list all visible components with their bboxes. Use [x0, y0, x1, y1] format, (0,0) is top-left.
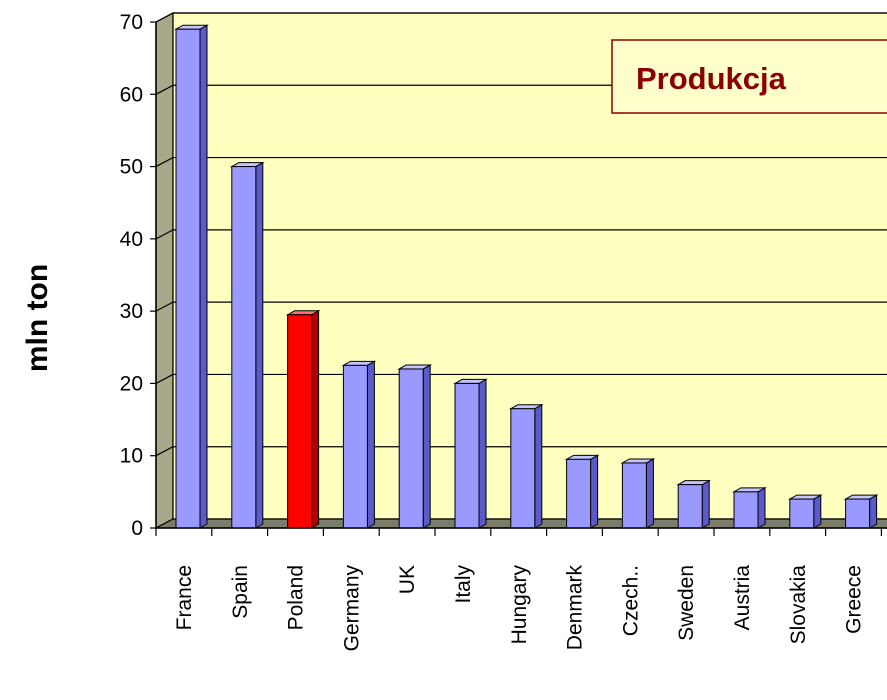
bar-spain: [229, 161, 265, 529]
gridline-diagonal: [155, 301, 174, 312]
y-tick-label: 20: [120, 372, 143, 395]
gridline-diagonal: [155, 84, 174, 95]
chart-title-box: Produkcja: [611, 39, 887, 114]
title-box-background: [611, 39, 887, 114]
bar-france: [174, 24, 209, 529]
bar-denmark: [564, 454, 600, 529]
x-tick-label: Denmark: [564, 565, 587, 651]
bar-poland: [285, 309, 321, 529]
x-tick-label: Spain: [229, 565, 252, 619]
bar-side: [478, 378, 487, 529]
y-tick-label: 50: [120, 156, 143, 179]
bar-czech: [620, 458, 656, 529]
x-tick-label: Slovakia: [787, 565, 810, 645]
x-tick-label: Poland: [285, 565, 308, 630]
y-tick-label: 0: [131, 517, 143, 540]
gridline-diagonal: [155, 229, 174, 240]
bar-front: [398, 368, 424, 529]
bar-germany: [341, 360, 377, 529]
bar-italy: [453, 378, 488, 529]
bar-front: [566, 458, 592, 529]
bar-sweden: [676, 479, 712, 529]
bar-side: [199, 24, 208, 529]
bar-front: [789, 498, 815, 529]
gridline-diagonal: [155, 12, 174, 23]
bar-front: [621, 462, 647, 529]
bar-front: [454, 382, 480, 529]
bar-side: [757, 486, 766, 529]
bar-side: [869, 494, 878, 529]
y-axis-label: mln ton: [21, 264, 54, 372]
bars: [174, 24, 879, 529]
bar-front: [175, 28, 201, 529]
bar-side: [422, 364, 431, 529]
y-tick-label: 40: [120, 228, 143, 251]
bar-front: [733, 491, 759, 529]
x-tick-labels: France Spain Poland Germany UK Italy Hungary De…: [173, 565, 866, 652]
x-tick-label: Greece: [843, 565, 866, 634]
axes: [150, 21, 887, 536]
bar-greece: [843, 494, 879, 529]
gridline-diagonal: [155, 446, 174, 457]
bar-front: [510, 408, 536, 529]
bar-side: [366, 360, 375, 529]
bar-austria: [732, 486, 767, 529]
y-tick-label: 30: [120, 300, 143, 323]
bar-front: [845, 498, 871, 529]
chart-title: Produkcja: [636, 61, 787, 96]
x-tick-label: Germany: [340, 565, 363, 652]
bar-hungary: [508, 403, 544, 529]
bar-side: [813, 494, 822, 529]
y-tick-label: 10: [120, 445, 143, 468]
y-tick-labels: 0 10 20 30 40 50 60 70: [120, 11, 143, 540]
bar-front: [677, 484, 703, 529]
bar-front: [231, 166, 257, 529]
bar-side: [645, 458, 654, 529]
x-tick-label: Austria: [731, 565, 754, 631]
y-tick-label: 60: [120, 83, 143, 106]
bar-side: [255, 161, 264, 529]
gridline-diagonal: [155, 157, 174, 168]
x-tick-label: UK: [396, 565, 419, 594]
bar-slovakia: [787, 494, 823, 529]
x-tick-label: Hungary: [508, 565, 531, 645]
x-tick-label: Italy: [452, 565, 475, 604]
bar-front: [342, 364, 368, 529]
gridline-diagonal: [155, 373, 174, 384]
x-tick-label: France: [173, 565, 196, 630]
x-tick-label: Czech..: [619, 565, 642, 636]
x-tick-label: Sweden: [675, 565, 698, 641]
bar-front: [287, 314, 313, 529]
y-tick-label: 70: [120, 11, 143, 34]
bar-side: [701, 479, 710, 529]
bar-uk: [397, 364, 433, 529]
bar-side: [590, 454, 599, 529]
bar-side: [534, 403, 543, 529]
bar-side: [311, 309, 320, 529]
